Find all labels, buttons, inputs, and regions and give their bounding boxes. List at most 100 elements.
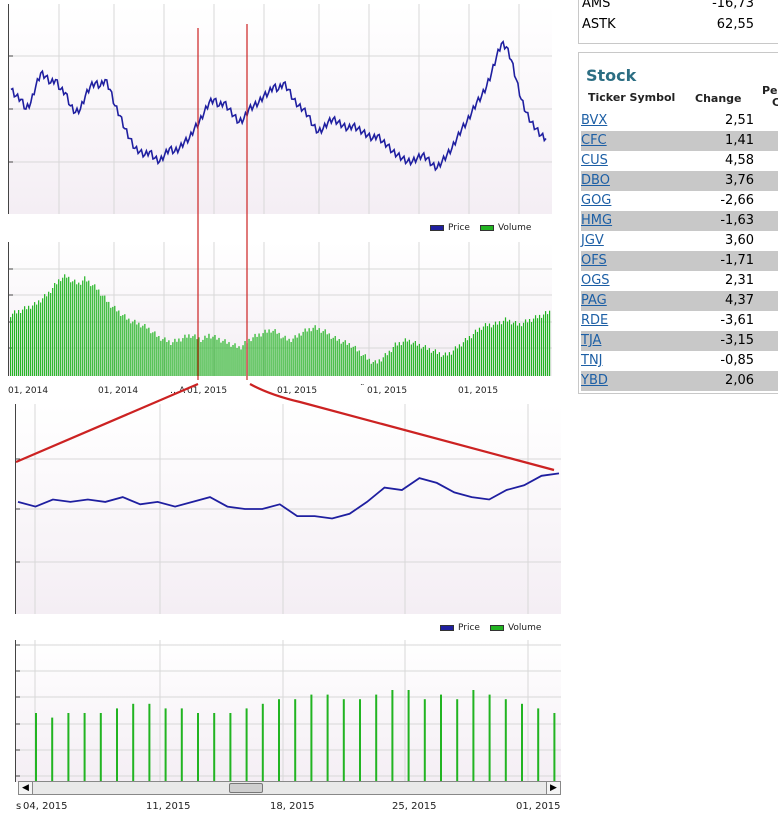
- overview-partial-label: …A: [170, 386, 186, 396]
- volume-bar: [214, 335, 216, 376]
- scroll-thumb[interactable]: [229, 783, 263, 793]
- volume-bar: [304, 328, 306, 376]
- volume-bar: [320, 332, 322, 376]
- volume-bar: [434, 349, 436, 376]
- volume-bar: [162, 339, 164, 376]
- volume-bar: [80, 284, 82, 376]
- volume-bar: [294, 335, 296, 376]
- ticker-link[interactable]: OFS: [581, 253, 607, 268]
- volume-bar: [290, 342, 292, 376]
- volume-bar: [375, 694, 378, 782]
- volume-bar: [278, 699, 280, 782]
- volume-bar: [514, 321, 517, 376]
- volume-bar: [448, 352, 451, 376]
- volume-bar: [240, 349, 242, 376]
- volume-bar: [110, 307, 112, 376]
- volume-bar: [140, 327, 142, 376]
- overview-x-tick-label: 01, 2014: [98, 386, 139, 396]
- volume-bar: [238, 346, 240, 376]
- change-value: -0,85: [720, 353, 754, 368]
- volume-bar: [102, 295, 104, 376]
- ticker-link[interactable]: YBD: [581, 373, 608, 388]
- ticker-link[interactable]: TNJ: [581, 353, 603, 368]
- volume-bar: [540, 317, 543, 376]
- volume-bar: [180, 708, 183, 782]
- stock-row: HMG -1,63: [581, 211, 778, 231]
- volume-bar: [92, 285, 94, 376]
- volume-bar: [294, 699, 297, 782]
- volume-bar: [500, 324, 503, 376]
- scroll-right-button[interactable]: ▶: [546, 782, 560, 794]
- volume-bar: [67, 713, 70, 782]
- volume-bar: [88, 280, 90, 376]
- volume-bar: [386, 355, 388, 376]
- quote-row-ams: AMS -16,73: [582, 0, 778, 15]
- ticker-link[interactable]: OGS: [581, 273, 610, 288]
- volume-bar: [440, 356, 442, 376]
- volume-bar: [60, 281, 62, 376]
- volume-bar: [300, 335, 302, 376]
- volume-bar: [250, 341, 252, 376]
- volume-bar: [220, 342, 222, 376]
- volume-bar: [164, 708, 167, 782]
- volume-bar: [542, 314, 545, 376]
- volume-bar: [508, 319, 511, 376]
- volume-bar: [492, 324, 495, 376]
- volume-bar: [498, 321, 501, 376]
- volume-bar: [346, 344, 348, 376]
- change-value: 4,58: [725, 153, 754, 168]
- volume-swatch: [489, 625, 504, 631]
- volume-bar: [472, 334, 475, 376]
- ticker-link[interactable]: TJA: [581, 333, 602, 348]
- detail-price-chart: [15, 404, 561, 614]
- volume-bar: [506, 321, 509, 376]
- change-value: 2,51: [725, 113, 754, 128]
- volume-bar: [356, 351, 358, 376]
- volume-bar: [438, 352, 440, 376]
- volume-bar: [398, 342, 400, 376]
- volume-bar: [158, 336, 160, 376]
- volume-bar: [510, 324, 513, 376]
- ticker-link[interactable]: JGV: [581, 233, 604, 248]
- volume-bar: [534, 315, 537, 376]
- volume-bar: [394, 342, 396, 376]
- ticker-link[interactable]: GOG: [581, 193, 612, 208]
- change-value: -2,66: [720, 193, 754, 208]
- ticker-link[interactable]: HMG: [581, 213, 613, 228]
- volume-bar: [98, 289, 100, 376]
- stock-row: JGV 3,60: [581, 231, 778, 251]
- volume-bar: [192, 336, 194, 376]
- volume-bar: [83, 713, 86, 782]
- legend-price-label: Price: [458, 623, 480, 633]
- ticker-link[interactable]: CFC: [581, 133, 607, 148]
- volume-bar: [197, 713, 199, 782]
- volume-bar: [270, 332, 272, 376]
- volume-bar: [284, 335, 286, 376]
- ticker-link[interactable]: BVX: [581, 113, 608, 128]
- ticker-link[interactable]: CUS: [581, 153, 608, 168]
- volume-bar: [496, 324, 499, 376]
- ticker-link[interactable]: RDE: [581, 313, 609, 328]
- volume-bar: [256, 336, 258, 376]
- ticker-link[interactable]: PAG: [581, 293, 607, 308]
- volume-bar: [306, 331, 308, 376]
- stock-row: OFS -1,71: [581, 251, 778, 271]
- volume-bar: [74, 279, 76, 376]
- scroll-left-button[interactable]: ◀: [19, 782, 33, 794]
- overview-legend: Price Volume: [430, 223, 531, 233]
- price-swatch: [440, 625, 454, 631]
- volume-bar: [544, 311, 547, 376]
- stock-row: CUS 4,58: [581, 151, 778, 171]
- volume-bar: [342, 341, 344, 376]
- volume-bar: [128, 318, 130, 376]
- ticker-link[interactable]: DBO: [581, 173, 610, 188]
- volume-bar: [368, 358, 370, 376]
- volume-bar: [524, 319, 527, 376]
- volume-bar: [24, 306, 26, 376]
- volume-bar: [228, 342, 230, 376]
- volume-bar: [378, 359, 380, 376]
- volume-bar: [430, 352, 432, 376]
- volume-bar: [206, 337, 208, 376]
- volume-bar: [484, 323, 487, 376]
- detail-scrollbar[interactable]: ◀ ▶: [18, 781, 561, 795]
